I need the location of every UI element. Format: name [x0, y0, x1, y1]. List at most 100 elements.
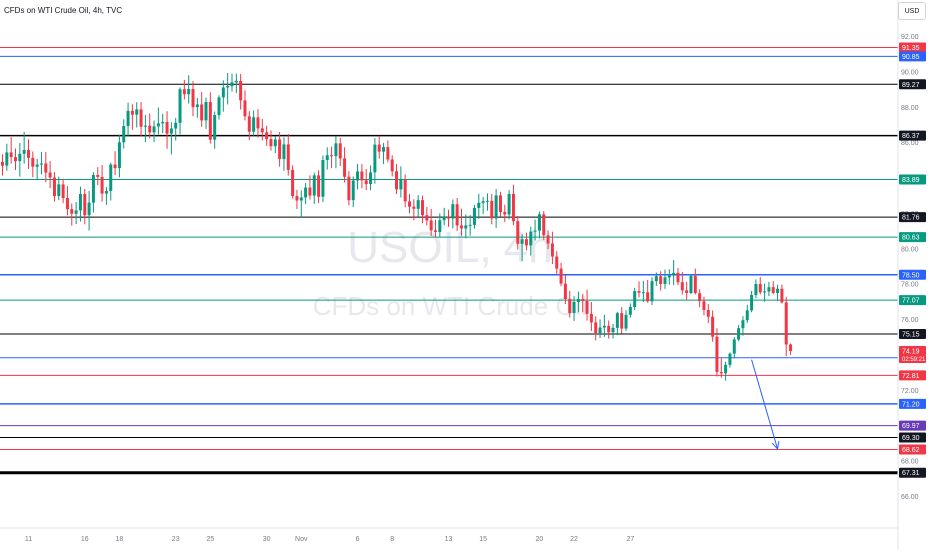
candle-body [83, 193, 87, 216]
candle-body [382, 147, 386, 152]
candle-body [728, 353, 732, 365]
candle-body [594, 322, 598, 333]
price-tick-label: 68.00 [901, 459, 919, 466]
time-tick-label: 27 [626, 536, 634, 543]
candle-body [507, 193, 511, 215]
candle-body [299, 197, 303, 201]
candle-body [169, 128, 173, 134]
candle-body [533, 230, 537, 232]
candle-body [650, 281, 654, 302]
candle-body [550, 243, 554, 257]
level-price-tag-bg [899, 51, 926, 62]
candle-body [724, 364, 728, 374]
candle-body [403, 179, 407, 202]
candle-body [685, 290, 689, 293]
candle-body [563, 283, 567, 300]
candle-body [637, 291, 641, 293]
candle-body [745, 310, 749, 321]
candle-body [61, 184, 65, 199]
candle-body [711, 316, 715, 337]
candle-body [468, 224, 472, 226]
candle-body [763, 291, 767, 293]
candle-body [312, 175, 316, 196]
candle-body [317, 175, 321, 197]
candle-body [776, 288, 780, 293]
level-price-tag: 81.76 [902, 215, 920, 222]
currency-selector[interactable]: USD [898, 2, 926, 20]
candle-body [555, 256, 559, 269]
level-price-tag: 89.27 [902, 82, 920, 89]
candle-body [659, 276, 663, 284]
candle-body [252, 117, 256, 132]
candle-body [234, 80, 238, 83]
candle-body [109, 164, 113, 191]
time-tick-label: 20 [536, 536, 544, 543]
candle-body [702, 301, 706, 310]
time-tick-label: Nov [295, 536, 308, 543]
candle-body [455, 204, 459, 226]
current-price-countdown: 02:59:21 [902, 357, 926, 363]
candle-body [737, 328, 741, 340]
candle-body [421, 200, 425, 216]
candle-body [57, 184, 61, 197]
candle-body [395, 171, 399, 190]
candle-body [429, 220, 433, 231]
time-tick-label: 22 [570, 536, 578, 543]
level-price-tag: 80.63 [902, 235, 920, 242]
candle-body [754, 283, 758, 295]
candle-body [758, 283, 762, 293]
candle-body [31, 157, 35, 167]
candle-body [581, 299, 585, 301]
candle-body [498, 195, 502, 212]
candle-body [529, 231, 533, 246]
candle-body [503, 211, 507, 215]
candle-body [91, 175, 95, 203]
candle-body [286, 144, 290, 170]
candle-body [464, 225, 468, 229]
level-price-tag: 72.81 [902, 373, 920, 380]
current-price-tag-bg [899, 346, 926, 364]
candle-body [70, 209, 74, 214]
price-tick-label: 90.00 [901, 69, 919, 76]
level-price-tag-bg [899, 444, 926, 455]
candle-body [390, 159, 394, 172]
candle-body [490, 200, 494, 219]
candle-body [369, 172, 373, 185]
current-price-tag: 74.19 [902, 349, 920, 356]
level-price-tag-bg [899, 269, 926, 280]
candle-body [26, 149, 30, 158]
price-tick-label: 72.00 [901, 388, 919, 395]
candle-body [438, 220, 442, 232]
candle-body [434, 230, 437, 232]
candle-body [48, 172, 52, 178]
candle-body [18, 153, 22, 162]
candle-body [377, 144, 381, 152]
candle-body [399, 179, 403, 190]
projection-arrow-line[interactable] [751, 359, 779, 450]
candle-body [117, 142, 121, 169]
candle-body [680, 282, 684, 291]
level-price-tag-bg [899, 130, 926, 141]
candle-body [200, 104, 204, 121]
candle-body [425, 215, 429, 221]
candle-body [182, 89, 186, 95]
candle-body [589, 313, 593, 323]
level-price-tag-bg [899, 295, 926, 306]
candle-body [611, 327, 615, 333]
candle-body [152, 126, 156, 133]
candle-body [308, 187, 312, 196]
candle-body [442, 216, 446, 221]
candle-body [784, 302, 788, 345]
candle-body [698, 293, 702, 302]
candle-body [472, 207, 476, 225]
time-tick-label: 23 [172, 536, 180, 543]
candle-body [412, 206, 416, 209]
price-tick-label: 76.00 [901, 317, 919, 324]
candle-body [789, 344, 793, 352]
candle-body [161, 121, 165, 124]
candle-body [278, 139, 282, 159]
candle-body [74, 210, 78, 214]
candle-body [641, 292, 645, 294]
